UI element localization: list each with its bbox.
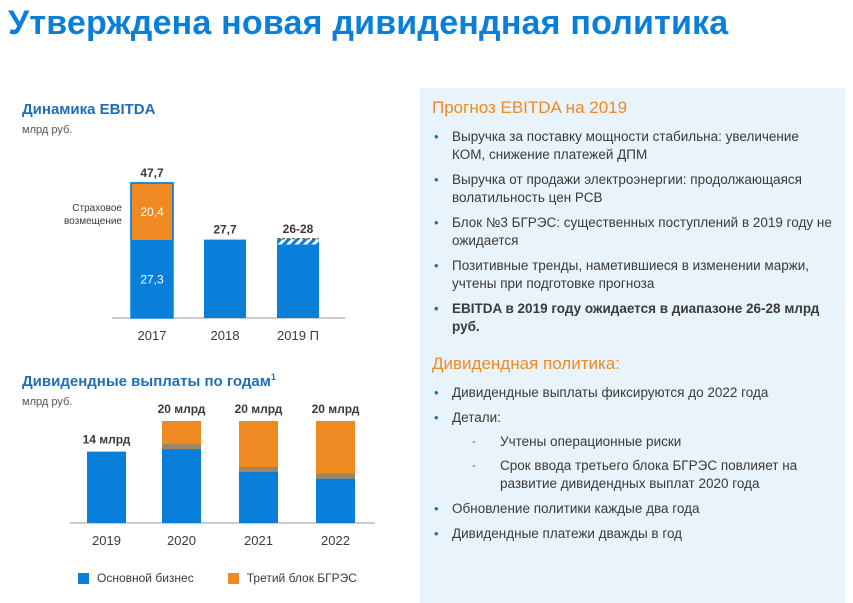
insurance-side-label: возмещение <box>64 216 122 227</box>
bullet-icon: • <box>434 172 439 187</box>
ebitda-total-label: 26-28 <box>283 222 314 236</box>
legend-core: Основной бизнес <box>78 571 194 585</box>
list-item: • EBITDA в 2019 году ожидается в диапазон… <box>432 300 835 336</box>
ebitda-category-label: 2018 <box>211 328 240 343</box>
chart-legend: Основной бизнес Третий блок БГРЭС <box>78 571 357 585</box>
ebitda-category-label: 2019 П <box>277 328 319 343</box>
policy-heading: Дивидендная политика: <box>432 354 620 373</box>
ebitda-total-label: 27,7 <box>213 223 237 237</box>
legend-third-swatch <box>227 572 239 584</box>
ebitda-bar-core <box>204 239 246 318</box>
forecast-item-text: Выручка за поставку мощности стабильна: … <box>452 129 799 162</box>
dividends-bar-core <box>162 449 201 523</box>
list-item: • Выручка за поставку мощности стабильна:… <box>432 128 835 164</box>
dividends-bar-core <box>87 451 126 523</box>
bullet-icon: • <box>434 385 439 400</box>
list-item: • Блок №3 БГРЭС: существенных поступлений… <box>432 214 835 250</box>
dividends-total-label: 20 млрд <box>158 402 206 416</box>
dividends-category-label: 2019 <box>92 533 121 548</box>
dividends-bar-blend <box>239 467 278 477</box>
list-item: • Обновление политики каждые два года <box>432 500 835 518</box>
dividends-bar-blend <box>316 473 355 484</box>
bullet-icon: • <box>434 301 439 316</box>
dividends-title-text: Дивидендные выплаты по годам <box>22 373 271 390</box>
dividends-category-label: 2020 <box>167 533 196 548</box>
forecast-item-text: EBITDA в 2019 году ожидается в диапазоне… <box>452 301 820 334</box>
dash-icon: - <box>472 460 476 472</box>
forecast-item-text: Блок №3 БГРЭС: существенных поступлений … <box>452 215 832 248</box>
dividends-bar-core <box>316 478 355 523</box>
policy-item-text: Дивидендные выплаты фиксируются до 2022 … <box>452 385 769 400</box>
list-item: • Выручка от продажи электроэнергии: прод… <box>432 171 835 207</box>
bullet-icon: • <box>434 129 439 144</box>
dividends-bar-core <box>239 472 278 523</box>
dividends-chart-title: Дивидендные выплаты по годам1 <box>22 372 276 390</box>
policy-item-text: Дивидендные платежи дважды в год <box>452 526 683 541</box>
info-panel: Прогноз EBITDA на 2019 • Выручка за поста… <box>420 88 845 603</box>
sub-list-item: - Учтены операционные риски <box>464 433 835 451</box>
dividends-bar-blend <box>162 444 201 455</box>
slide-title: Утверждена новая дивидендная политика <box>8 4 729 42</box>
policy-sub-text: Учтены операционные риски <box>500 434 682 449</box>
bullet-icon: • <box>434 258 439 273</box>
ebitda-bar-range <box>277 238 319 245</box>
bullet-icon: • <box>434 410 439 425</box>
dividends-bar-third <box>316 421 355 479</box>
list-item: • Дивидендные платежи дважды в год <box>432 525 835 543</box>
forecast-item-text: Позитивные тренды, наметившиеся в измене… <box>452 258 810 291</box>
dividends-footnote: 1 <box>270 372 276 382</box>
dividends-category-label: 2022 <box>321 533 350 548</box>
ebitda-bar-insurance <box>130 182 174 242</box>
forecast-list: • Выручка за поставку мощности стабильна:… <box>432 128 835 336</box>
legend-core-swatch <box>78 572 89 584</box>
sub-list-item: - Срок ввода третьего блока БГРЭС повлияе… <box>464 457 835 493</box>
bullet-icon: • <box>434 526 439 541</box>
ebitda-category-label: 2017 <box>138 328 167 343</box>
ebitda-bar-outline <box>130 182 174 319</box>
ebitda-segment-label: 27,3 <box>140 272 164 286</box>
ebitda-unit: млрд руб. <box>22 124 73 136</box>
list-item: • Детали: - Учтены операционные риски - Сро… <box>432 409 835 493</box>
policy-sublist: - Учтены операционные риски - Срок ввода т… <box>464 433 835 493</box>
dividends-total-label: 14 млрд <box>83 433 131 447</box>
dividends-category-label: 2021 <box>244 533 273 548</box>
forecast-heading: Прогноз EBITDA на 2019 <box>432 98 628 117</box>
ebitda-chart-title: Динамика EBITDA <box>22 101 156 118</box>
ebitda-bar-core <box>277 244 319 318</box>
legend-third-label: Третий блок БГРЭС <box>246 571 357 585</box>
ebitda-bar-core <box>131 240 173 318</box>
list-item: • Дивидендные выплаты фиксируются до 2022… <box>432 384 835 402</box>
dividends-unit: млрд руб. <box>22 396 73 408</box>
ebitda-segment-label: 20,4 <box>140 205 164 219</box>
list-item: • Позитивные тренды, наметившиеся в измен… <box>432 257 835 293</box>
dash-icon: - <box>472 436 476 448</box>
bullet-icon: • <box>434 215 439 230</box>
legend-third: Третий блок БГРЭС <box>227 571 357 585</box>
policy-sub-text: Срок ввода третьего блока БГРЭС повлияет… <box>500 458 798 491</box>
legend-core-label: Основной бизнес <box>97 571 194 585</box>
dividends-total-label: 20 млрд <box>312 402 360 416</box>
dividends-total-label: 20 млрд <box>235 402 283 416</box>
policy-list: • Дивидендные выплаты фиксируются до 2022… <box>432 384 835 543</box>
policy-item-text: Обновление политики каждые два года <box>452 501 700 516</box>
dividends-bar-third <box>239 421 278 472</box>
ebitda-total-label: 47,7 <box>140 166 164 180</box>
policy-item-text: Детали: <box>452 410 501 425</box>
bullet-icon: • <box>434 501 439 516</box>
forecast-item-text: Выручка от продажи электроэнергии: продо… <box>452 172 802 205</box>
dividends-bar-third <box>162 421 201 450</box>
insurance-side-label: Страховое <box>72 203 122 214</box>
